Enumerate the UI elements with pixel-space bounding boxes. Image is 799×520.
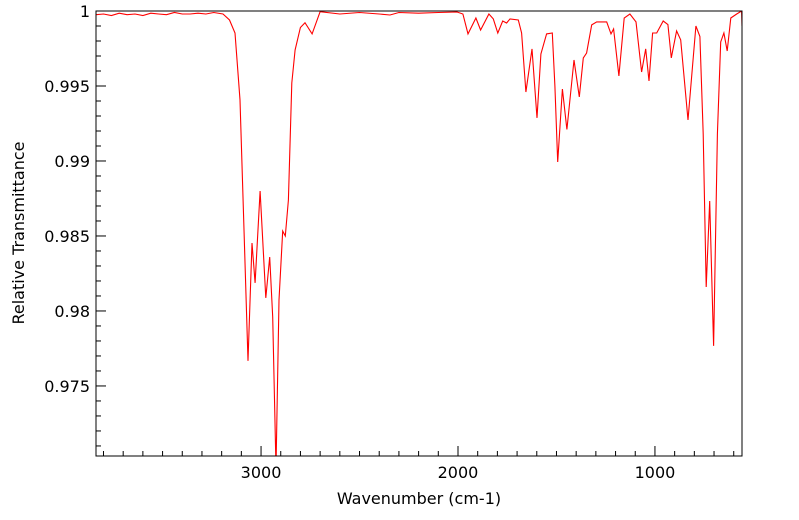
x-tick-label: 2000	[438, 463, 479, 482]
x-axis-label: Wavenumber (cm-1)	[337, 489, 501, 508]
y-tick-label: 0.98	[54, 302, 90, 321]
x-tick-label: 3000	[241, 463, 282, 482]
y-axis-label: Relative Transmittance	[9, 141, 28, 324]
plot-frame	[95, 10, 743, 457]
y-tick-label: 0.975	[44, 377, 90, 396]
spectrum-line	[96, 11, 742, 456]
y-tick-label: 0.985	[44, 227, 90, 246]
tick-labels: 3000 2000 1000 1 0.995 0.99 0.985 0.98 0.975	[44, 2, 675, 482]
y-tick-label: 1	[80, 2, 90, 21]
x-tick-label: 1000	[635, 463, 676, 482]
y-tick-label: 0.995	[44, 77, 90, 96]
y-tick-label: 0.99	[54, 152, 90, 171]
axis-ticks	[96, 10, 735, 456]
